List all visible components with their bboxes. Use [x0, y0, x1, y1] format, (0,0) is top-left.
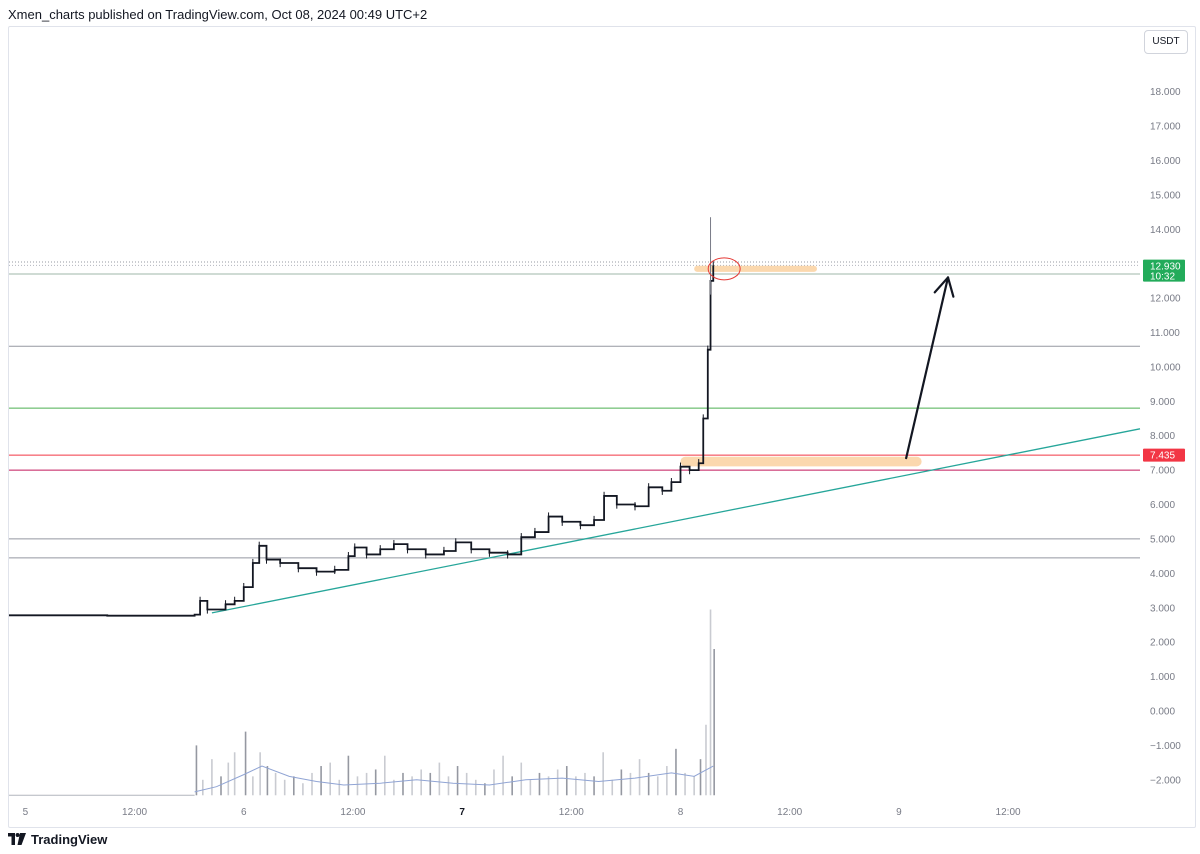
publish-header: Xmen_charts published on TradingView.com…	[8, 7, 428, 22]
y-axis-tick-label: −2.000	[1150, 775, 1181, 786]
y-axis-tick-label: 5.000	[1150, 534, 1175, 545]
y-axis-tick-label: 16.000	[1150, 156, 1181, 167]
y-axis-tick-label: 7.000	[1150, 466, 1175, 477]
y-axis-tick-label: 14.000	[1150, 225, 1181, 236]
circle-annotation	[707, 257, 741, 281]
x-axis-tick-label: 12:00	[777, 807, 802, 818]
y-axis-tick-label: 8.000	[1150, 431, 1175, 442]
y-axis-tick-label: 11.000	[1150, 328, 1180, 339]
y-axis-tick-label: 2.000	[1150, 638, 1175, 649]
price-label-badge-0	[1143, 259, 1185, 282]
x-axis-tick-label: 7	[459, 807, 465, 818]
price-label-text: 12.930	[1150, 262, 1181, 273]
y-axis-tick-label: 6.000	[1150, 500, 1175, 511]
y-axis-tick-label: 10.000	[1150, 362, 1181, 373]
y-axis-tick-label: 3.000	[1150, 603, 1175, 614]
y-axis-tick-label: 4.000	[1150, 569, 1175, 580]
footer-brand[interactable]: TradingView	[8, 830, 107, 848]
volume-moving-average	[194, 765, 714, 793]
highlight-zone-0	[694, 265, 817, 272]
price-label-text: 7.435	[1150, 451, 1175, 462]
footer-brand-text: TradingView	[31, 831, 108, 847]
price-label-countdown: 10:32	[1150, 272, 1175, 283]
y-axis-tick-label: 18.000	[1150, 87, 1181, 98]
y-axis-tick-label: 1.000	[1150, 672, 1175, 683]
arrow-annotation-shaft	[905, 276, 950, 460]
x-axis-tick-label: 12:00	[996, 807, 1021, 818]
y-axis-tick-label: 9.000	[1150, 397, 1175, 408]
x-axis-tick-label: 9	[896, 807, 902, 818]
x-axis-tick-label: 5	[23, 807, 29, 818]
y-axis-tick-label: 15.000	[1150, 190, 1181, 201]
chart-frame	[8, 26, 1196, 828]
ascending-trendline	[211, 428, 1141, 614]
x-axis-tick-label: 12:00	[122, 807, 147, 818]
arrow-annotation-head	[933, 276, 955, 298]
highlight-zone-1	[680, 456, 922, 467]
y-axis-tick-label: 0.000	[1150, 706, 1175, 717]
currency-unit-label[interactable]: USDT	[1144, 30, 1188, 54]
y-axis-tick-label: 12.000	[1150, 294, 1181, 305]
price-candles	[9, 265, 715, 617]
price-label-badge-1	[1143, 448, 1185, 462]
tradingview-logo-icon	[8, 833, 26, 845]
x-axis-tick-label: 8	[678, 807, 684, 818]
x-axis-tick-label: 12:00	[340, 807, 365, 818]
y-axis-tick-label: 17.000	[1150, 122, 1181, 133]
x-axis-tick-label: 12:00	[559, 807, 584, 818]
y-axis-tick-label: −1.000	[1150, 741, 1181, 752]
x-axis-tick-label: 6	[241, 807, 247, 818]
